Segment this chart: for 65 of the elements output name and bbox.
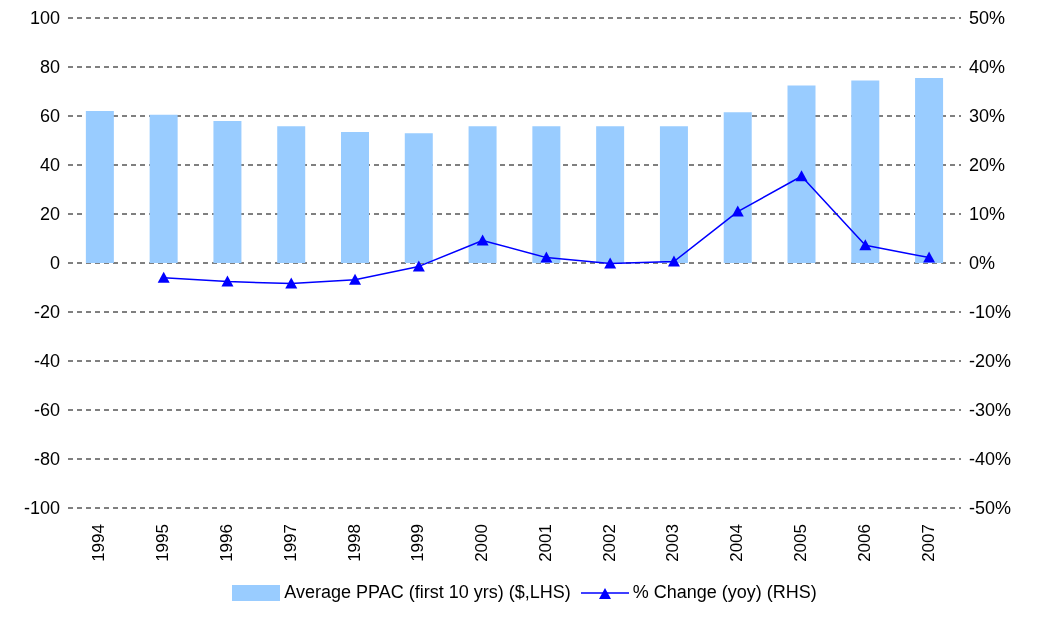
y-tick-label: -20 — [33, 302, 60, 323]
x-tick-label: 2006 — [854, 524, 874, 562]
point — [285, 277, 298, 289]
x-tick-label: 2000 — [472, 524, 492, 562]
bar — [787, 85, 816, 263]
x-tick-label: 2005 — [791, 524, 811, 562]
y2-tick-label: -30% — [969, 400, 1012, 421]
x-tick-label: 2004 — [727, 524, 747, 562]
y2-tick-label: 50% — [969, 8, 1006, 29]
bar — [532, 126, 561, 263]
y-tick-label: 40 — [39, 155, 60, 176]
legend-label: Average PPAC (first 10 yrs) ($,LHS) — [284, 582, 571, 603]
legend-label: % Change (yoy) (RHS) — [632, 582, 817, 603]
y-tick-label: -40 — [33, 351, 60, 372]
bar — [404, 133, 433, 263]
y2-tick-label: -40% — [969, 449, 1012, 470]
bar — [723, 112, 752, 263]
y2-tick-label: 40% — [969, 57, 1006, 78]
bar — [149, 114, 178, 263]
x-tick-label: 1998 — [344, 524, 364, 562]
y2-tick-label: 0% — [969, 253, 996, 274]
bar — [659, 126, 688, 263]
y2-tick-label: -20% — [969, 351, 1012, 372]
bar — [596, 126, 625, 263]
y2-tick-label: -10% — [969, 302, 1012, 323]
x-tick-label: 1997 — [280, 524, 300, 562]
x-tick-label: 1995 — [153, 524, 173, 562]
bar — [341, 131, 369, 263]
point — [157, 271, 170, 283]
point — [731, 205, 744, 217]
x-tick-label: 1996 — [216, 524, 236, 562]
point — [667, 255, 680, 267]
y-tick-label: 20 — [39, 204, 60, 225]
bar — [468, 126, 497, 263]
y-tick-label: -80 — [33, 449, 60, 470]
point — [923, 251, 936, 263]
x-tick-label: 2007 — [918, 524, 938, 562]
x-tick-label: 2003 — [663, 524, 683, 562]
y2-tick-label: 10% — [969, 204, 1006, 225]
x-tick-label: 2001 — [535, 524, 555, 562]
y2-tick-label: 30% — [969, 106, 1006, 127]
y-tick-label: 80 — [39, 57, 60, 78]
y-tick-label: -100 — [23, 498, 60, 519]
y-tick-label: 0 — [49, 253, 60, 274]
point — [795, 170, 808, 182]
x-tick-label: 1999 — [408, 524, 428, 562]
y-tick-label: -60 — [33, 400, 60, 421]
x-tick-label: 2002 — [599, 524, 619, 562]
point — [859, 239, 872, 251]
point — [476, 234, 489, 246]
y-tick-label: 100 — [29, 8, 60, 29]
bar — [85, 111, 114, 263]
point — [221, 275, 234, 287]
x-tick-label: 1994 — [89, 524, 109, 562]
bar — [213, 120, 242, 263]
y2-tick-label: -50% — [969, 498, 1012, 519]
y2-tick-label: 20% — [969, 155, 1006, 176]
bar — [851, 80, 880, 263]
point — [604, 257, 617, 269]
bar — [277, 126, 306, 263]
y-tick-label: 60 — [39, 106, 60, 127]
point — [349, 273, 362, 285]
point — [540, 251, 553, 263]
bar — [915, 78, 944, 263]
point — [412, 260, 425, 272]
